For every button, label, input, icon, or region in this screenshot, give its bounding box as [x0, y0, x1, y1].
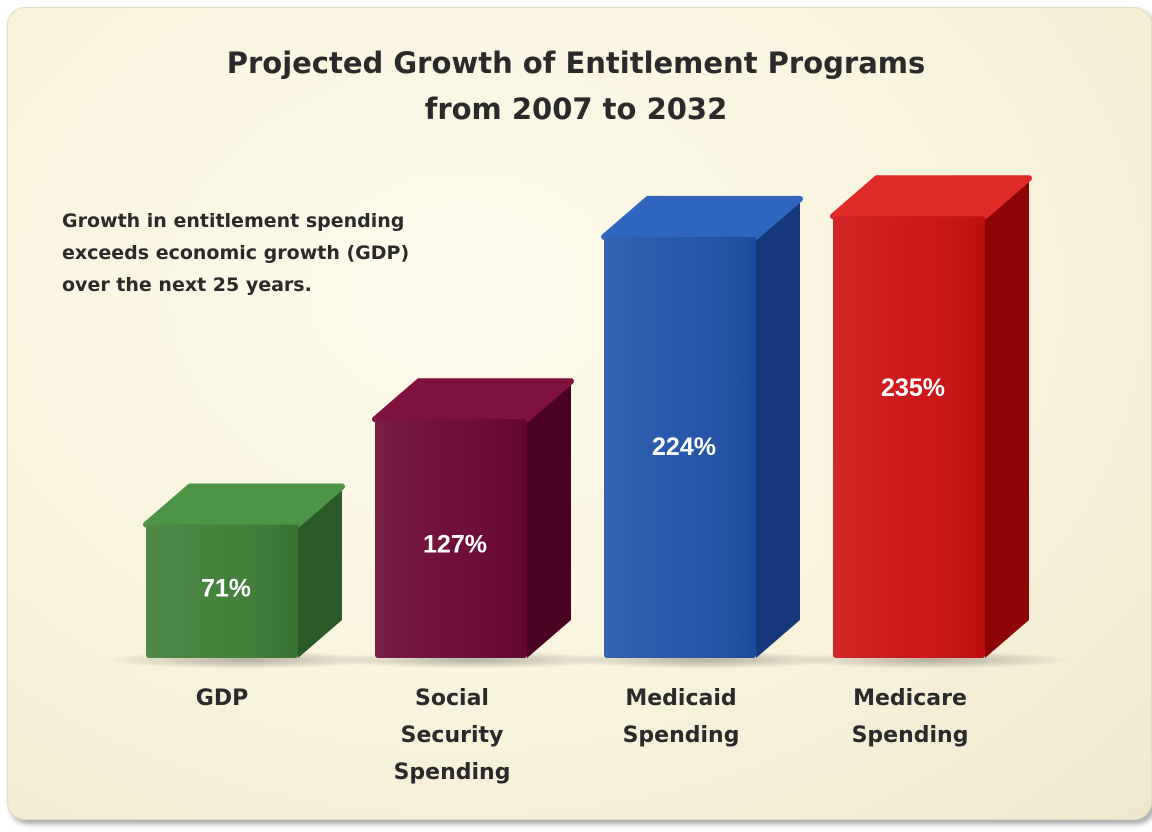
- bar-medicaid: 224%: [564, 195, 840, 669]
- category-label-social-security-line-1: Social: [415, 686, 489, 711]
- category-label-social-security-line-2: Security: [400, 723, 504, 748]
- chart-title: Projected Growth of Entitlement Programs…: [0, 40, 1152, 132]
- bar-side-face: [527, 381, 571, 658]
- annotation-line-3: over the next 25 years.: [62, 274, 312, 296]
- category-label-medicare: Medicare Spending: [815, 680, 1005, 754]
- category-label-medicaid-line-1: Medicaid: [625, 686, 737, 711]
- chart-title-line-1: Projected Growth of Entitlement Programs: [226, 46, 926, 80]
- chart-annotation: Growth in entitlement spending exceeds e…: [62, 205, 482, 301]
- category-label-social-security: Social Security Spending: [357, 680, 547, 791]
- category-label-medicaid: Medicaid Spending: [586, 680, 776, 754]
- bar-gdp: 71%: [106, 483, 382, 669]
- category-label-gdp: GDP: [127, 680, 317, 717]
- bar-side-face: [298, 486, 342, 658]
- bar-medicare: 235%: [793, 175, 1069, 669]
- bar-side-face: [985, 178, 1029, 658]
- bar-value-label-medicare: 235%: [881, 374, 945, 402]
- category-label-medicare-line-2: Spending: [851, 723, 969, 748]
- bar-gloss: [375, 419, 527, 658]
- annotation-line-1: Growth in entitlement spending: [62, 210, 405, 232]
- category-label-medicare-line-1: Medicare: [853, 686, 967, 711]
- category-label-gdp-line-1: GDP: [195, 686, 249, 711]
- bar-side-face: [756, 198, 800, 658]
- bar-gloss: [604, 236, 756, 658]
- category-label-social-security-line-3: Spending: [393, 760, 511, 785]
- bar-social-security: 127%: [335, 378, 611, 669]
- annotation-line-2: exceeds economic growth (GDP): [62, 242, 410, 264]
- bar-gloss: [146, 524, 298, 658]
- bar-value-label-medicaid: 224%: [652, 433, 716, 461]
- bar-gloss: [833, 216, 985, 658]
- bar-value-label-gdp: 71%: [201, 574, 251, 602]
- chart-title-line-2: from 2007 to 2032: [424, 92, 728, 126]
- bar-value-label-social-security: 127%: [423, 530, 487, 558]
- category-label-medicaid-line-2: Spending: [622, 723, 740, 748]
